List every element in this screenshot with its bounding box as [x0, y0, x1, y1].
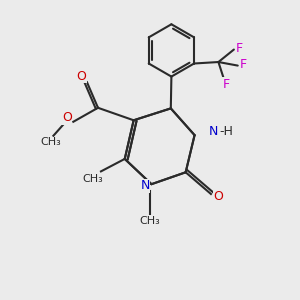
Text: N: N: [208, 125, 218, 138]
Text: N: N: [140, 179, 150, 193]
Text: CH₃: CH₃: [140, 216, 160, 226]
Text: F: F: [223, 78, 230, 91]
Text: F: F: [236, 42, 243, 55]
Text: O: O: [62, 111, 72, 124]
Text: -H: -H: [220, 125, 234, 138]
Text: O: O: [213, 190, 223, 203]
Text: O: O: [76, 70, 86, 83]
Text: CH₃: CH₃: [82, 174, 103, 184]
Text: F: F: [240, 58, 247, 71]
Text: CH₃: CH₃: [40, 137, 61, 147]
